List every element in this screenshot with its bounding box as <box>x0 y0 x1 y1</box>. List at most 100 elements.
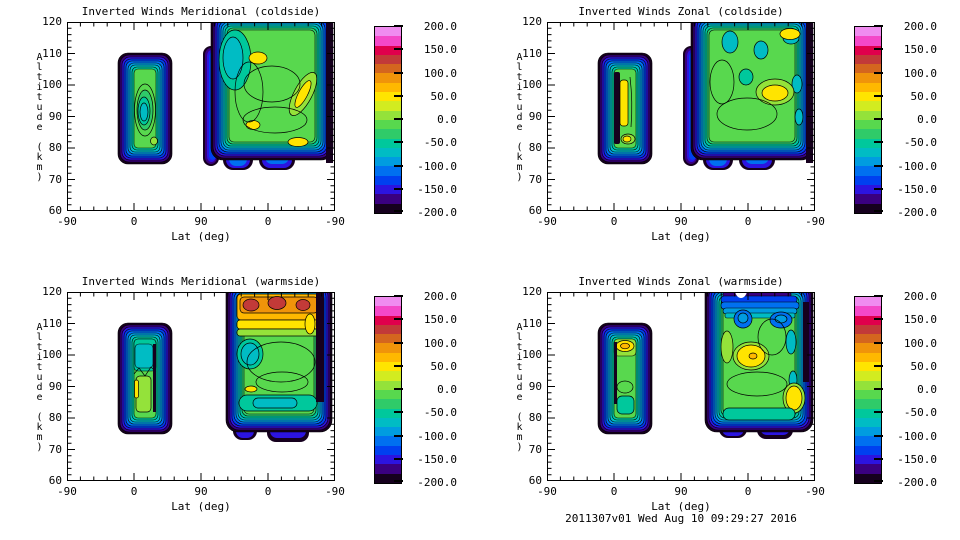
colorbar-tick <box>394 434 403 437</box>
colorbar-tick <box>394 364 403 367</box>
colorbar-band <box>855 334 881 344</box>
y-tick-label: 110 <box>522 46 542 60</box>
y-axis-label: Altitude (km) <box>514 321 525 452</box>
colorbar-band <box>855 203 881 213</box>
x-tick-label: -90 <box>805 215 825 228</box>
contour-blob-small <box>597 322 653 435</box>
y-tick-label: 60 <box>528 204 542 217</box>
y-axis-label: Altitude (km) <box>514 51 525 182</box>
colorbar-band <box>855 455 881 465</box>
colorbar-label: -50.0 <box>903 136 937 150</box>
colorbar-tick <box>874 457 883 460</box>
run-timestamp: 2011307v01 Wed Aug 10 09:29:27 2016 <box>565 512 797 525</box>
x-tick-label: 90 <box>674 485 688 498</box>
colorbar-band <box>855 185 881 195</box>
colorbar-tick <box>874 25 883 27</box>
colorbar-band <box>375 417 401 428</box>
colorbar-label: -150.0 <box>897 452 937 466</box>
colorbar-band <box>375 157 401 167</box>
colorbar-tick <box>394 25 403 27</box>
axes-frame <box>67 22 335 211</box>
colorbar-band <box>855 464 881 474</box>
y-tick-label: 90 <box>528 109 542 123</box>
colorbar-band <box>375 455 401 465</box>
colorbar-band <box>375 147 401 158</box>
x-tick-label: -90 <box>537 485 557 498</box>
colorbar-label: 0.0 <box>917 113 937 126</box>
colorbar-band <box>855 445 881 456</box>
colorbar-band <box>855 45 881 55</box>
colorbar-band <box>375 101 401 111</box>
colorbar-band <box>375 306 401 316</box>
colorbar-band <box>855 119 881 130</box>
colorbar-band <box>375 129 401 139</box>
colorbar-band <box>375 73 401 83</box>
colorbar-tick <box>874 94 883 97</box>
colorbar-band <box>375 324 401 335</box>
x-tick-label: 0 <box>130 485 138 498</box>
panel-meridional-coldside: Inverted Winds Meridional (coldside) Alt… <box>34 5 457 243</box>
x-tick-label: 0 <box>744 215 752 228</box>
colorbar-label: 150.0 <box>423 43 457 57</box>
colorbar-tick <box>874 480 883 482</box>
x-axis-label: Lat (deg) <box>171 500 231 513</box>
colorbar-tick <box>394 71 403 74</box>
colorbar-band <box>375 362 401 372</box>
colorbar-label: -150.0 <box>417 182 457 196</box>
colorbar-label: -100.0 <box>897 429 937 443</box>
colorbar-label: -100.0 <box>897 159 937 173</box>
colorbar-tick <box>874 187 883 190</box>
colorbar-band <box>855 64 881 74</box>
colorbar-tick <box>874 71 883 74</box>
colorbar-label: -150.0 <box>897 182 937 196</box>
panel-meridional-warmside: Inverted Winds Meridional (warmside) Alt… <box>34 275 457 513</box>
colorbar-band <box>855 82 881 93</box>
colorbar-label: -100.0 <box>417 429 457 443</box>
panel-title: Inverted Winds Meridional (coldside) <box>81 5 321 18</box>
colorbar-band <box>375 138 401 148</box>
x-tick-label: 90 <box>674 215 688 228</box>
panel-title: Inverted Winds Meridional (warmside) <box>81 275 321 288</box>
colorbar-tick <box>394 118 403 120</box>
y-tick-label: 100 <box>522 78 542 91</box>
colorbar-band <box>855 194 881 204</box>
colorbar-band <box>375 371 401 381</box>
colorbar-label: 0.0 <box>917 383 937 396</box>
colorbar-tick <box>394 411 403 414</box>
colorbar-band <box>375 45 401 55</box>
colorbar-band <box>375 352 401 363</box>
colorbar-band <box>855 138 881 148</box>
x-axis-label: Lat (deg) <box>651 230 711 243</box>
colorbar-tick <box>874 318 883 321</box>
contour-plot <box>547 292 815 481</box>
colorbar <box>854 296 882 484</box>
contour-plot <box>67 22 335 211</box>
panel-title: Inverted Winds Zonal (coldside) <box>578 5 784 18</box>
y-tick-label: 60 <box>48 204 62 217</box>
colorbar-band <box>855 27 881 37</box>
y-tick-label: 70 <box>48 172 62 186</box>
colorbar-band <box>375 194 401 204</box>
colorbar-band <box>375 334 401 344</box>
contour-blob-large <box>203 22 334 170</box>
colorbar-tick <box>394 480 403 482</box>
colorbar-band <box>855 343 881 353</box>
colorbar-band <box>375 297 401 307</box>
colorbar-band <box>855 92 881 102</box>
colorbar-tick <box>394 187 403 190</box>
colorbar-band <box>855 324 881 335</box>
axes-frame <box>547 292 815 481</box>
panel-zonal-coldside: Inverted Winds Zonal (coldside) Altitude… <box>514 5 937 243</box>
colorbar-band <box>375 389 401 400</box>
colorbar-label: 200.0 <box>903 290 937 303</box>
panel-zonal-warmside: Inverted Winds Zonal (warmside) Altitude… <box>514 275 937 513</box>
contour-blob-large <box>683 22 814 170</box>
x-tick-label: -90 <box>537 215 557 228</box>
colorbar-tick <box>874 434 883 437</box>
colorbar-band <box>375 175 401 186</box>
colorbar-label: -200.0 <box>417 476 457 489</box>
x-tick-label: -90 <box>325 485 345 498</box>
colorbar-tick <box>874 210 883 212</box>
x-tick-label: 90 <box>194 485 208 498</box>
colorbar-band <box>375 343 401 353</box>
